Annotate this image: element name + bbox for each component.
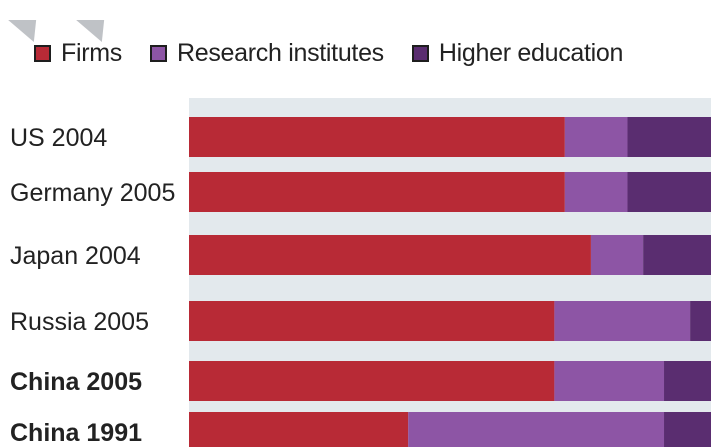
bar-germany-2005-research-institutes (564, 172, 628, 212)
bar-china-1991-firms (189, 412, 409, 447)
bar-japan-2004-higher-education (643, 235, 711, 275)
bar-china-2005-higher-education (664, 361, 711, 401)
bar-russia-2005-firms (189, 301, 555, 341)
bar-us-2004-research-institutes (564, 117, 628, 157)
legend-label-higher-education: Higher education (438, 38, 624, 67)
bar-china-2005-research-institutes (554, 361, 665, 401)
category-label-china-2005: China 2005 (10, 368, 142, 396)
bar-china-1991-higher-education (664, 412, 711, 447)
bar-japan-2004-research-institutes (590, 235, 644, 275)
category-label-russia-2005: Russia 2005 (10, 308, 149, 336)
legend-item-research-institutes: Research institutes (149, 38, 384, 68)
legend-swatch-higher-education (411, 44, 429, 62)
legend-item-firms: Firms (34, 39, 122, 68)
category-label-germany-2005: Germany 2005 (10, 179, 175, 207)
bar-germany-2005-firms (189, 172, 565, 212)
bar-russia-2005-research-institutes (554, 301, 691, 341)
bar-us-2004-firms (189, 117, 565, 157)
legend-swatch-firms (34, 44, 51, 62)
legend-label-firms: Firms (61, 38, 122, 67)
bar-china-1991-research-institutes (408, 412, 665, 447)
category-label-china-1991: China 1991 (10, 419, 142, 447)
category-labels: US 2004 Germany 2005 Japan 2004 Russia 2005… (10, 124, 175, 447)
bar-segments (189, 117, 711, 447)
legend-swatch-research-institutes (149, 44, 167, 62)
bar-us-2004-higher-education (627, 117, 711, 157)
chart-legend: Firms Research institutes Higher educati… (34, 36, 705, 70)
bar-germany-2005-higher-education (627, 172, 711, 212)
category-label-us-2004: US 2004 (10, 124, 107, 152)
legend-label-research-institutes: Research institutes (176, 38, 384, 67)
bar-japan-2004-firms (189, 235, 591, 275)
category-label-japan-2004: Japan 2004 (10, 242, 141, 270)
bar-china-2005-firms (189, 361, 555, 401)
bar-russia-2005-higher-education (690, 301, 711, 341)
legend-item-higher-education: Higher education (411, 38, 624, 68)
